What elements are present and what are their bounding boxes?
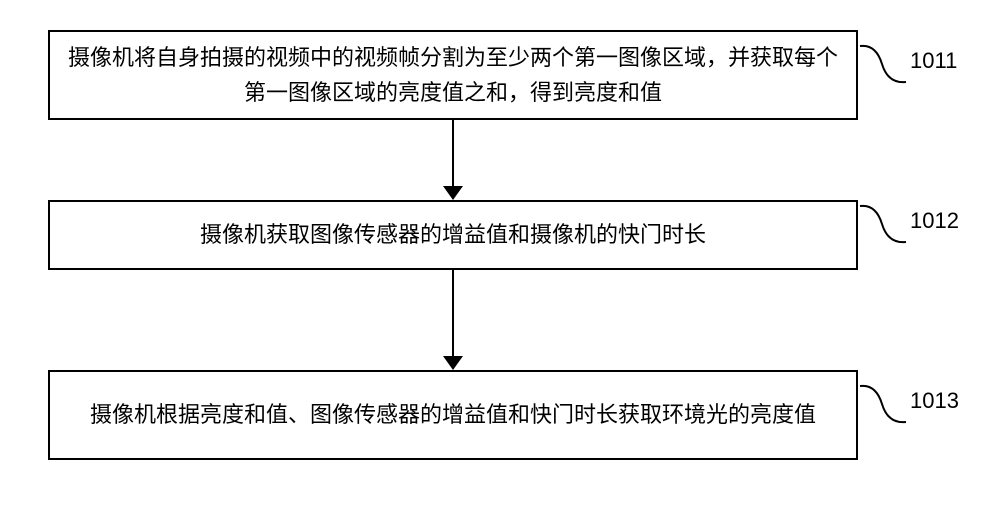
flowchart-container: 摄像机将自身拍摄的视频中的视频帧分割为至少两个第一图像区域，并获取每个第一图像区… bbox=[0, 0, 1000, 520]
label-connector-curve bbox=[858, 202, 908, 246]
flowchart-step-text: 摄像机获取图像传感器的增益值和摄像机的快门时长 bbox=[200, 217, 706, 252]
flowchart-step-box: 摄像机获取图像传感器的增益值和摄像机的快门时长 bbox=[48, 200, 858, 270]
flowchart-arrow-line bbox=[452, 120, 454, 188]
flowchart-step-label: 1011 bbox=[910, 48, 957, 74]
flowchart-step-label: 1013 bbox=[910, 388, 959, 414]
label-connector-curve bbox=[858, 42, 908, 86]
flowchart-arrow-head bbox=[443, 186, 463, 200]
flowchart-step-label: 1012 bbox=[910, 208, 959, 234]
flowchart-arrow-line bbox=[452, 270, 454, 358]
flowchart-step-box: 摄像机将自身拍摄的视频中的视频帧分割为至少两个第一图像区域，并获取每个第一图像区… bbox=[48, 30, 858, 120]
flowchart-step-text: 摄像机根据亮度和值、图像传感器的增益值和快门时长获取环境光的亮度值 bbox=[90, 397, 816, 432]
label-connector-curve bbox=[858, 382, 908, 426]
flowchart-step-text: 摄像机将自身拍摄的视频中的视频帧分割为至少两个第一图像区域，并获取每个第一图像区… bbox=[68, 40, 838, 110]
flowchart-arrow-head bbox=[443, 356, 463, 370]
flowchart-step-box: 摄像机根据亮度和值、图像传感器的增益值和快门时长获取环境光的亮度值 bbox=[48, 370, 858, 460]
